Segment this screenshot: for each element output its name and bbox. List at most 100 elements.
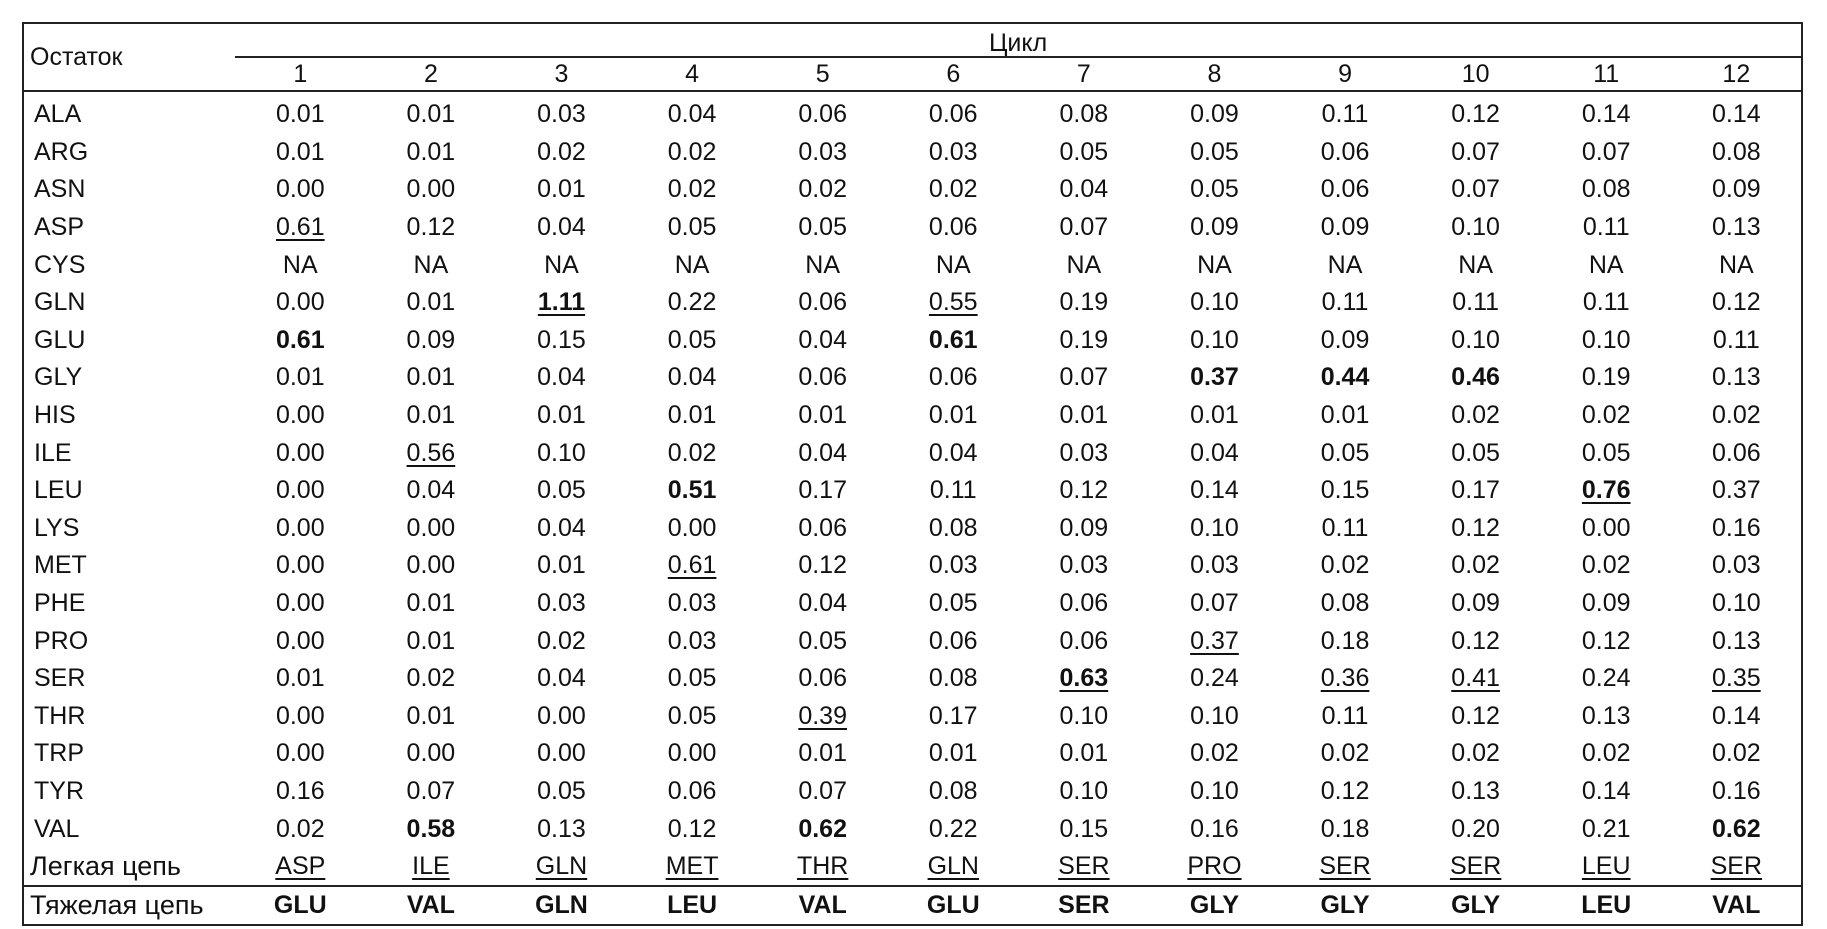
cell-value: 0.17 xyxy=(929,702,978,730)
cell-value: 0.14 xyxy=(1712,702,1761,730)
cell-value: 0.14 xyxy=(1712,100,1761,128)
cell-value: 0.06 xyxy=(798,664,847,692)
value-cell: 0.09 xyxy=(1019,510,1150,548)
cell-value: 0.09 xyxy=(1060,514,1109,542)
value-cell: 0.01 xyxy=(366,622,497,660)
value-cell: 0.13 xyxy=(1672,209,1803,247)
cell-value: 0.00 xyxy=(276,401,325,429)
cell-value: NA xyxy=(1589,251,1624,279)
cell-value: 0.06 xyxy=(929,100,978,128)
value-cell: 0.10 xyxy=(1149,284,1280,322)
value-cell: 0.00 xyxy=(627,735,758,773)
value-cell: 0.37 xyxy=(1149,359,1280,397)
cell-value: 0.04 xyxy=(798,439,847,467)
chain-cell: VAL xyxy=(366,886,497,925)
table-row: TYR0.160.070.050.060.070.080.100.100.120… xyxy=(23,773,1802,811)
cell-value: 0.24 xyxy=(1582,664,1631,692)
cell-value: NA xyxy=(1328,251,1363,279)
value-cell: 0.24 xyxy=(1149,660,1280,698)
cell-value: 0.03 xyxy=(668,627,717,655)
chain-residue: GLN xyxy=(928,852,979,880)
cell-value: 0.01 xyxy=(798,739,847,767)
table-row: ALA0.010.010.030.040.060.060.080.090.110… xyxy=(23,91,1802,134)
cell-value: 0.22 xyxy=(668,288,717,316)
value-cell: 0.04 xyxy=(366,472,497,510)
value-cell: 0.02 xyxy=(496,622,627,660)
cell-value: 0.05 xyxy=(929,589,978,617)
cell-value: 0.09 xyxy=(1451,589,1500,617)
value-cell: 0.02 xyxy=(1672,397,1803,435)
value-cell: 0.10 xyxy=(1149,773,1280,811)
cell-value: 0.03 xyxy=(929,551,978,579)
cell-value: 0.12 xyxy=(668,815,717,843)
cell-value: 0.46 xyxy=(1451,363,1500,391)
cell-value: 0.12 xyxy=(1451,100,1500,128)
value-cell: 0.76 xyxy=(1541,472,1672,510)
cell-value: 0.14 xyxy=(1190,476,1239,504)
value-cell: 0.10 xyxy=(1410,209,1541,247)
residue-name: THR xyxy=(23,698,235,736)
cell-value: 0.01 xyxy=(407,288,456,316)
cell-value: 0.03 xyxy=(537,100,586,128)
value-cell: 0.03 xyxy=(1019,434,1150,472)
cell-value: 0.11 xyxy=(1322,288,1369,316)
value-cell: 0.08 xyxy=(1541,171,1672,209)
cell-value: 0.12 xyxy=(1582,627,1631,655)
cell-value: 0.05 xyxy=(1190,138,1239,166)
value-cell: 0.12 xyxy=(1410,510,1541,548)
cell-value: 0.17 xyxy=(1451,476,1500,504)
value-cell: 0.14 xyxy=(1672,698,1803,736)
cell-value: 0.15 xyxy=(537,326,586,354)
cell-value: 0.08 xyxy=(1712,138,1761,166)
cell-value: 0.61 xyxy=(668,551,717,579)
chain-cell: MET xyxy=(627,848,758,886)
chain-cell: THR xyxy=(757,848,888,886)
cell-value: 0.04 xyxy=(537,213,586,241)
value-cell: 0.09 xyxy=(366,322,497,360)
value-cell: 0.03 xyxy=(627,585,758,623)
value-cell: 0.09 xyxy=(1280,322,1411,360)
table-row: GLU0.610.090.150.050.040.610.190.100.090… xyxy=(23,322,1802,360)
cell-value: 0.10 xyxy=(1451,213,1500,241)
chain-cell: GLY xyxy=(1410,886,1541,925)
cell-value: 0.02 xyxy=(1582,551,1631,579)
value-cell: 0.01 xyxy=(366,397,497,435)
value-cell: 0.62 xyxy=(757,810,888,848)
value-cell: 0.04 xyxy=(627,359,758,397)
value-cell: 0.05 xyxy=(1149,171,1280,209)
cell-value: 0.39 xyxy=(798,702,847,730)
value-cell: 0.24 xyxy=(1541,660,1672,698)
cycle-number-row: 123456789101112 xyxy=(23,57,1802,91)
value-cell: 0.02 xyxy=(627,134,758,172)
cell-value: NA xyxy=(1066,251,1101,279)
cell-value: 0.05 xyxy=(1451,439,1500,467)
cell-value: 0.04 xyxy=(537,363,586,391)
value-cell: NA xyxy=(1149,246,1280,284)
light-chain-row: Легкая цепьASPILEGLNMETTHRGLNSERPROSERSE… xyxy=(23,848,1802,886)
cell-value: NA xyxy=(675,251,710,279)
cell-value: 0.44 xyxy=(1321,363,1370,391)
cell-value: 0.16 xyxy=(1712,777,1761,805)
value-cell: 0.11 xyxy=(1541,209,1672,247)
value-cell: 0.02 xyxy=(1280,735,1411,773)
value-cell: 0.01 xyxy=(757,735,888,773)
value-cell: 0.61 xyxy=(235,209,366,247)
cycle-number-header: 2 xyxy=(366,57,497,91)
value-cell: 0.01 xyxy=(366,284,497,322)
chain-residue: GLU xyxy=(927,891,980,919)
cell-value: 0.12 xyxy=(1451,514,1500,542)
cell-value: 0.01 xyxy=(407,589,456,617)
cell-value: 0.13 xyxy=(1712,213,1761,241)
cycle-number-header: 11 xyxy=(1541,57,1672,91)
value-cell: 0.14 xyxy=(1149,472,1280,510)
cell-value: 0.20 xyxy=(1451,815,1500,843)
cell-value: 0.09 xyxy=(1712,175,1761,203)
cell-value: 0.02 xyxy=(1321,739,1370,767)
cell-value: 0.00 xyxy=(668,514,717,542)
cell-value: 0.22 xyxy=(929,815,978,843)
cell-value: 0.05 xyxy=(1582,439,1631,467)
cell-value: 0.02 xyxy=(1451,739,1500,767)
value-cell: 0.01 xyxy=(235,134,366,172)
value-cell: 0.00 xyxy=(1541,510,1672,548)
cell-value: 0.01 xyxy=(407,627,456,655)
